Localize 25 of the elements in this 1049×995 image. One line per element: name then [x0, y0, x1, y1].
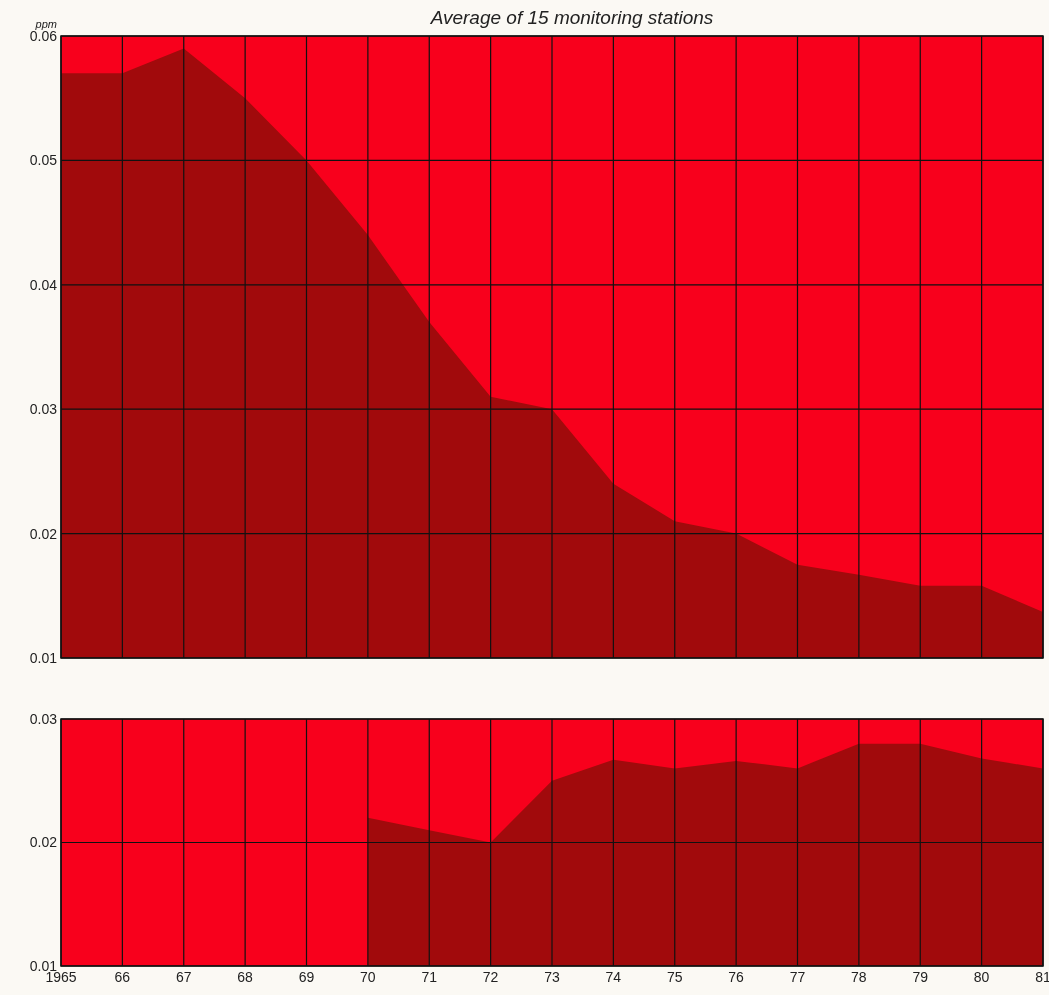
chart-title: Average of 15 monitoring stations [429, 7, 714, 28]
y-tick-label: 0.03 [29, 710, 58, 727]
x-tick-label: 73 [544, 969, 560, 985]
x-tick-label: 79 [912, 969, 929, 985]
x-tick-label: 80 [973, 969, 990, 985]
y-tick-label: 0.03 [29, 401, 58, 418]
x-tick-label: 67 [175, 969, 192, 985]
x-tick-label: 70 [360, 969, 376, 985]
x-tick-label: 74 [605, 969, 622, 985]
y-tick-label: 0.04 [29, 276, 58, 293]
y-tick-label: 0.02 [29, 525, 58, 542]
x-tick-label: 77 [789, 969, 806, 985]
x-tick-label: 66 [114, 969, 131, 985]
x-tick-label: 78 [851, 969, 867, 985]
x-tick-label: 71 [421, 969, 438, 985]
x-tick-label: 68 [237, 969, 254, 985]
x-tick-label: 72 [482, 969, 499, 985]
x-tick-label: 69 [298, 969, 315, 985]
y-tick-label: 0.01 [29, 957, 58, 974]
x-tick-label: 75 [666, 969, 683, 985]
y-axis-title: ppm [34, 18, 57, 30]
y-tick-label: 0.02 [29, 834, 58, 851]
y-tick-label: 0.01 [29, 649, 58, 666]
x-tick-label: 76 [728, 969, 745, 985]
y-tick-label: 0.05 [29, 152, 58, 169]
